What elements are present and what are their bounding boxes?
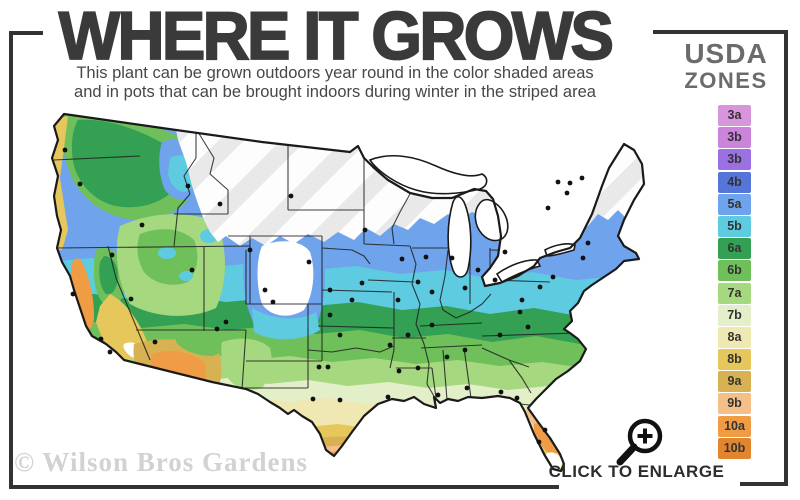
frame-left-dash [9, 31, 43, 35]
legend-zone-8a: 8a [718, 326, 751, 348]
striped-area-north [172, 114, 498, 246]
page-subtitle: This plant can be grown outdoors year ro… [10, 64, 660, 102]
legend-zone-9b: 9b [718, 393, 751, 415]
state-borders [53, 122, 578, 406]
subtitle-line-1: This plant can be grown outdoors year ro… [76, 64, 594, 82]
legend-zone-7b: 7b [718, 304, 751, 326]
magnifier-plus-icon[interactable] [608, 408, 666, 470]
legend-zone-10b: 10b [718, 437, 751, 459]
legend-zone-10a: 10a [718, 415, 751, 437]
us-outline [50, 112, 646, 473]
watermark: © Wilson Bros Gardens [14, 447, 308, 477]
legend-zone-8b: 8b [718, 349, 751, 371]
map-zone-fills [52, 114, 644, 471]
city-dots [62, 147, 591, 445]
frame-bottom-border [9, 485, 559, 489]
subtitle-line-2: and in pots that can be brought indoors … [74, 82, 596, 101]
legend-zone-9a: 9a [718, 371, 751, 393]
legend-zones: 3a 3b 3b 4b 5a 5b 6a 6b 7a 7b 8a 8b 9a 9b 10a 10b [718, 105, 751, 460]
legend-zone-6b: 6b [718, 260, 751, 282]
legend-zone-5a: 5a [718, 193, 751, 215]
page-title: WHERE IT GROWS [58, 0, 615, 74]
legend-zone-6a: 6a [718, 238, 751, 260]
legend-title-usda: USDA [684, 38, 768, 69]
frame-top-right-border [653, 30, 788, 34]
legend-title: USDA ZONES [666, 40, 786, 92]
legend-zone-3a: 3a [718, 105, 751, 126]
frame-bottom-right-dash [740, 482, 788, 486]
striped-area-northeast [564, 142, 644, 250]
lake-superior [368, 154, 488, 195]
usda-zones-map [50, 112, 646, 473]
frame-left-border [9, 31, 13, 489]
legend-zone-7a: 7a [718, 282, 751, 304]
legend-title-zones: ZONES [684, 68, 768, 93]
legend-zone-4b: 4b [718, 171, 751, 193]
legend-zone-3b: 3b [718, 127, 751, 149]
legend-zone-4a: 3b [718, 149, 751, 171]
frame-right-border [784, 30, 788, 485]
click-to-enlarge-button[interactable]: CLICK TO ENLARGE [548, 462, 725, 481]
legend-zone-5b: 5b [718, 215, 751, 237]
